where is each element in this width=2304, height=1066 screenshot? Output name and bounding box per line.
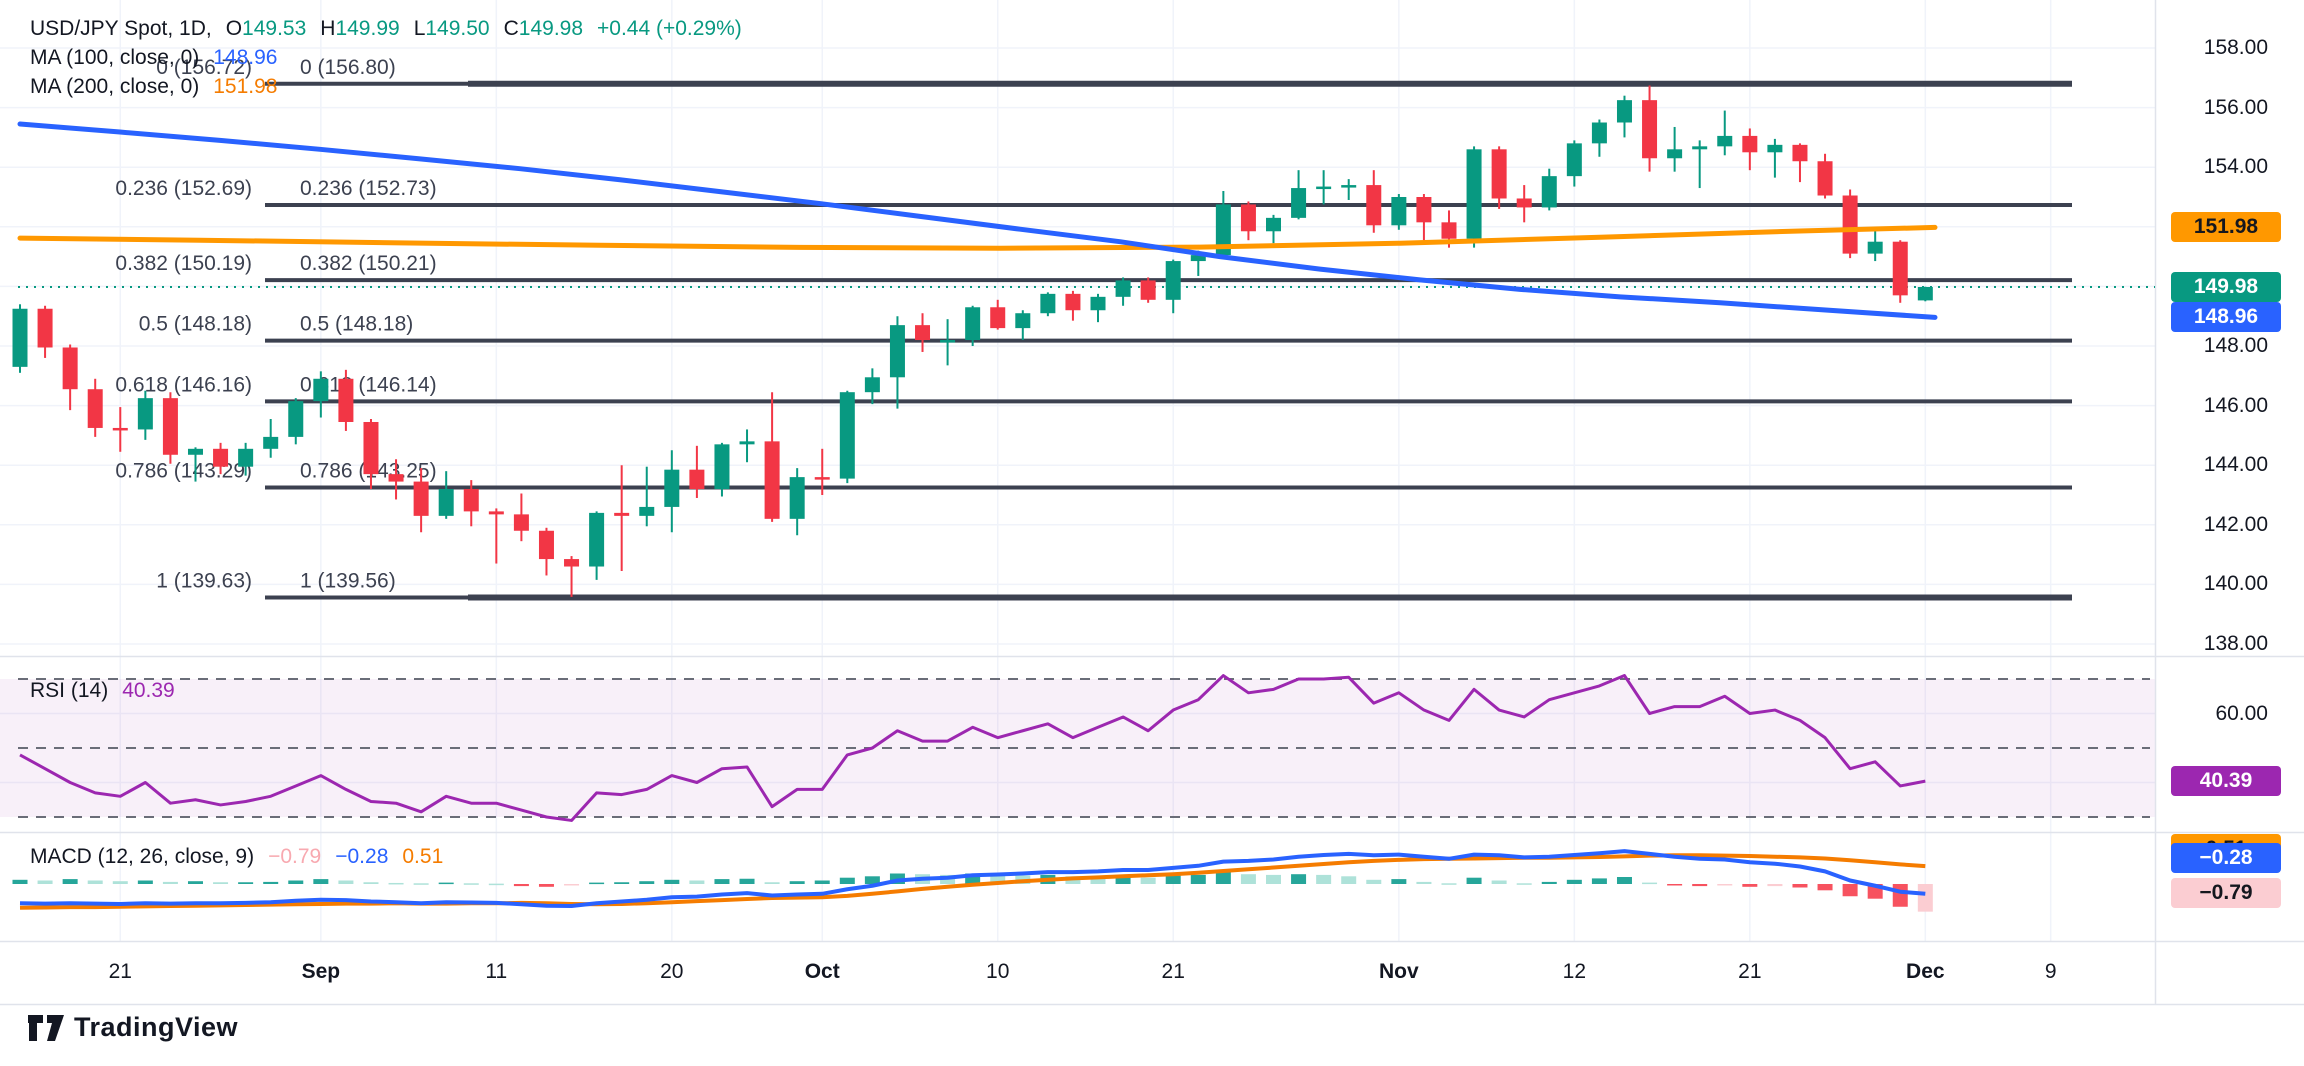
symbol-title: USD/JPY Spot, 1D,	[30, 16, 212, 40]
time-tick: 21	[1738, 960, 1762, 983]
macd-line-badge: −0.28	[2171, 843, 2281, 873]
ma200-value: 151.98	[213, 74, 278, 98]
price-tick: 144.00	[2203, 453, 2268, 477]
time-tick: 21	[1161, 960, 1185, 983]
legend-symbol-row[interactable]: USD/JPY Spot, 1D, O149.53 H149.99 L149.5…	[30, 14, 742, 43]
legend-ma100-row[interactable]: MA (100, close, 0) 148.96	[30, 43, 742, 72]
fib-label-left: 0.382 (150.19)	[115, 252, 252, 275]
fib-label-right: 1 (139.56)	[300, 570, 396, 593]
ma100-value: 148.96	[213, 45, 278, 69]
ma200-label: MA (200, close, 0)	[30, 74, 200, 98]
macd-pane	[12, 849, 1933, 912]
price-tick: 142.00	[2203, 512, 2268, 536]
last-price-badge: 149.98	[2171, 272, 2281, 302]
time-tick: 10	[986, 960, 1010, 983]
price-tick: 138.00	[2203, 632, 2268, 655]
price-tick: 148.00	[2203, 334, 2268, 357]
rsi-pane	[18, 674, 2150, 822]
time-tick: Dec	[1906, 960, 1945, 983]
time-tick: Sep	[301, 960, 341, 983]
time-tick: Oct	[804, 960, 840, 983]
time-tick: 11	[485, 960, 508, 983]
fib-label-right: 0.236 (152.73)	[300, 177, 437, 200]
time-tick: 21	[108, 960, 132, 983]
time-tick: 9	[2044, 960, 2057, 983]
rsi-axis-tick: 60.00	[2215, 701, 2268, 725]
fib-label-left: 0.786 (143.29)	[115, 460, 252, 483]
ma100-label: MA (100, close, 0)	[30, 45, 200, 69]
price-tick: 158.00	[2203, 36, 2268, 59]
time-tick: Nov	[1379, 960, 1419, 983]
macd-label: MACD (12, 26, close, 9)	[30, 845, 255, 868]
ohlc-high: H149.99	[320, 16, 400, 40]
fib-label-left: 0 (156.72)	[156, 56, 252, 79]
fib-label-left: 0.5 (148.18)	[139, 313, 252, 336]
price-tick: 156.00	[2203, 95, 2268, 119]
fib-label-right: 0.5 (148.18)	[300, 313, 413, 336]
grid-lines	[0, 0, 2155, 941]
price-axis[interactable]: 158.00156.00154.00152.00150.00148.00146.…	[2155, 0, 2304, 1004]
change-value: +0.44 (+0.29%)	[597, 16, 742, 40]
rsi-value: 40.39	[122, 679, 175, 702]
fib-label-right: 0.382 (150.21)	[300, 252, 437, 275]
pane-separators	[0, 0, 2304, 1006]
ma200-line	[17, 224, 1938, 251]
rsi-label: RSI (14)	[30, 679, 109, 702]
macd-hist-badge: −0.79	[2171, 878, 2281, 908]
ma200-price-badge: 151.98	[2171, 212, 2281, 242]
rsi-band	[0, 679, 2155, 817]
price-tick: 140.00	[2203, 572, 2268, 596]
time-tick: 20	[660, 960, 684, 983]
ma100-price-badge: 148.96	[2171, 302, 2281, 332]
macd-hist-value: −0.79	[268, 845, 322, 868]
rsi-badge: 40.39	[2171, 766, 2281, 796]
legend-ma200-row[interactable]: MA (200, close, 0) 151.98	[30, 72, 742, 101]
rsi-legend[interactable]: RSI (14) 40.39	[30, 679, 175, 703]
fib-label-left: 1 (139.63)	[156, 570, 252, 593]
price-tick: 146.00	[2203, 393, 2268, 417]
time-tick: 12	[1562, 960, 1587, 983]
fib-label-left: 0.618 (146.16)	[115, 373, 252, 396]
ma100-line	[17, 121, 1938, 320]
tradingview-logo[interactable]: TradingView	[28, 1012, 238, 1043]
candles-layer	[12, 85, 1933, 597]
time-axis[interactable]: 21 Sep 11 20 Oct 10 21 Nov 12 21 Dec 9	[0, 942, 2155, 1004]
tradingview-logo-icon	[28, 1014, 64, 1041]
ohlc-open: O149.53	[225, 16, 307, 40]
symbol-legend: USD/JPY Spot, 1D, O149.53 H149.99 L149.5…	[30, 14, 742, 101]
fibonacci-levels: 0 (156.72) 0 (156.80) 0.236 (152.69) 0.236 …	[115, 56, 2072, 601]
macd-signal-value: 0.51	[402, 845, 444, 868]
fib-label-right: 0 (156.80)	[300, 56, 396, 79]
ohlc-close: C149.98	[503, 16, 584, 40]
price-tick: 154.00	[2203, 155, 2268, 179]
tradingview-logo-text: TradingView	[74, 1012, 239, 1042]
ohlc-low: L149.50	[413, 16, 490, 40]
fib-label-right: 0.618 (146.14)	[300, 373, 437, 396]
fib-label-left: 0.236 (152.69)	[115, 177, 252, 200]
macd-legend[interactable]: MACD (12, 26, close, 9) −0.79 −0.28 0.51	[30, 845, 443, 869]
macd-line-value: −0.28	[335, 845, 389, 868]
